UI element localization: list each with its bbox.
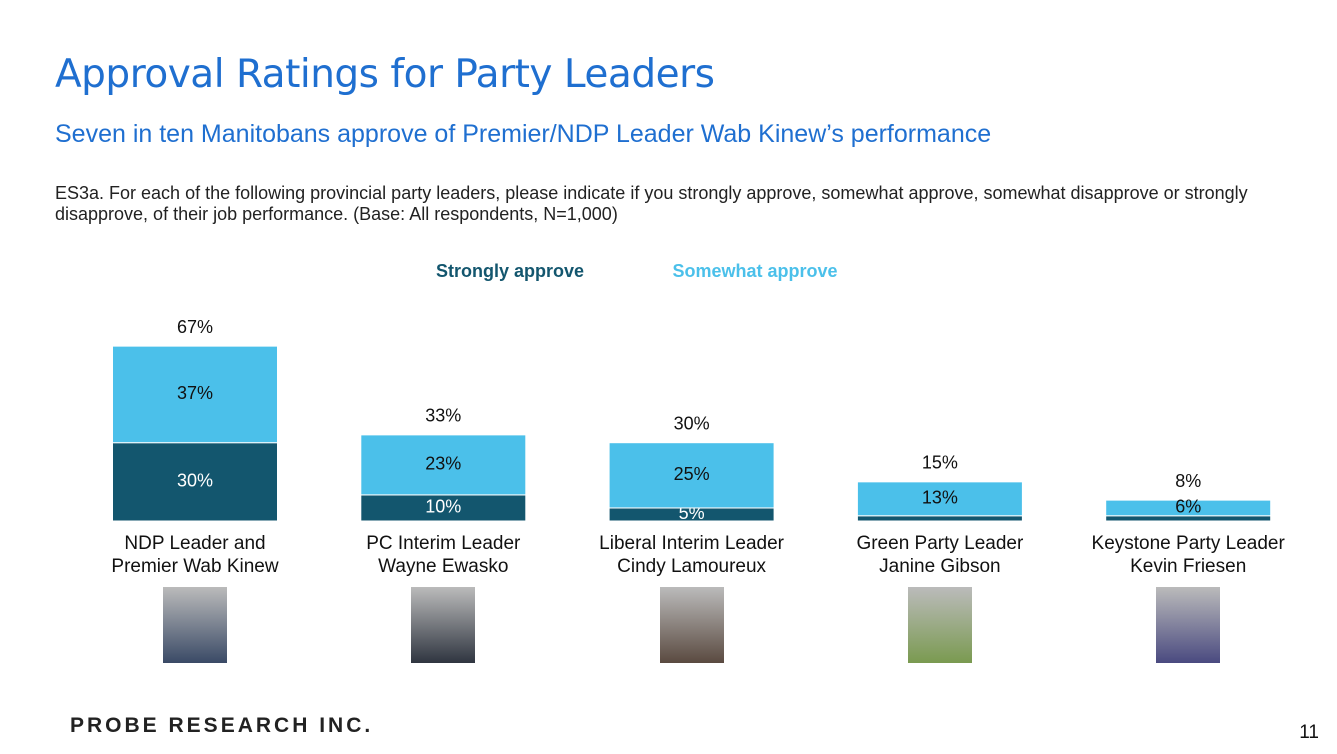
total-label: 33% bbox=[425, 406, 461, 426]
leader-photo bbox=[659, 587, 724, 663]
logo: PROBE RESEARCH INC. bbox=[70, 714, 373, 738]
total-label: 15% bbox=[922, 453, 958, 473]
legend-label: Somewhat approve bbox=[672, 261, 837, 281]
title: Approval Ratings for Party Leaders bbox=[55, 52, 715, 97]
category-label: PC Interim Leader Wayne Ewasko bbox=[366, 533, 521, 577]
total-label: 67% bbox=[177, 317, 213, 337]
logo-text: PROBE RESEARCH INC. bbox=[70, 714, 374, 737]
bar-segment bbox=[112, 345, 278, 444]
category-label: Green Party Leader Janine Gibson bbox=[856, 533, 1024, 577]
category-label: NDP Leader and Premier Wab Kinew bbox=[111, 533, 279, 577]
value-label: 23% bbox=[425, 454, 461, 474]
bar-segment bbox=[608, 442, 775, 509]
bar-segment bbox=[856, 481, 1023, 517]
bar-segment bbox=[1105, 499, 1272, 517]
total-label: 30% bbox=[674, 413, 710, 433]
value-label: 10% bbox=[425, 497, 461, 517]
value-label: 13% bbox=[922, 488, 958, 508]
leader-photo bbox=[163, 587, 227, 663]
value-label: 25% bbox=[674, 464, 710, 484]
subtitle: Seven in ten Manitobans approve of Premi… bbox=[55, 120, 992, 148]
category-label: Liberal Interim Leader Cindy Lamoureux bbox=[599, 533, 784, 577]
total-label: 8% bbox=[1175, 471, 1201, 491]
value-label: 6% bbox=[1175, 497, 1201, 517]
value-label: 30% bbox=[177, 471, 213, 491]
leader-photo bbox=[1156, 587, 1221, 663]
leader-photo bbox=[907, 587, 972, 663]
chart: Strongly approve Somewhat approve 30% 37% 67… bbox=[112, 261, 1272, 523]
bar-segment bbox=[360, 434, 527, 496]
question: ES3a. For each of the following provinci… bbox=[55, 183, 1248, 224]
page-number: 11 bbox=[1299, 722, 1319, 743]
category-label: Keystone Party Leader Kevin Friesen bbox=[1091, 533, 1285, 577]
bar-segment bbox=[856, 515, 1023, 522]
bar-segment bbox=[112, 442, 278, 522]
value-label: 37% bbox=[177, 383, 213, 403]
legend-label: Strongly approve bbox=[436, 261, 584, 281]
leader-photo bbox=[411, 587, 476, 663]
